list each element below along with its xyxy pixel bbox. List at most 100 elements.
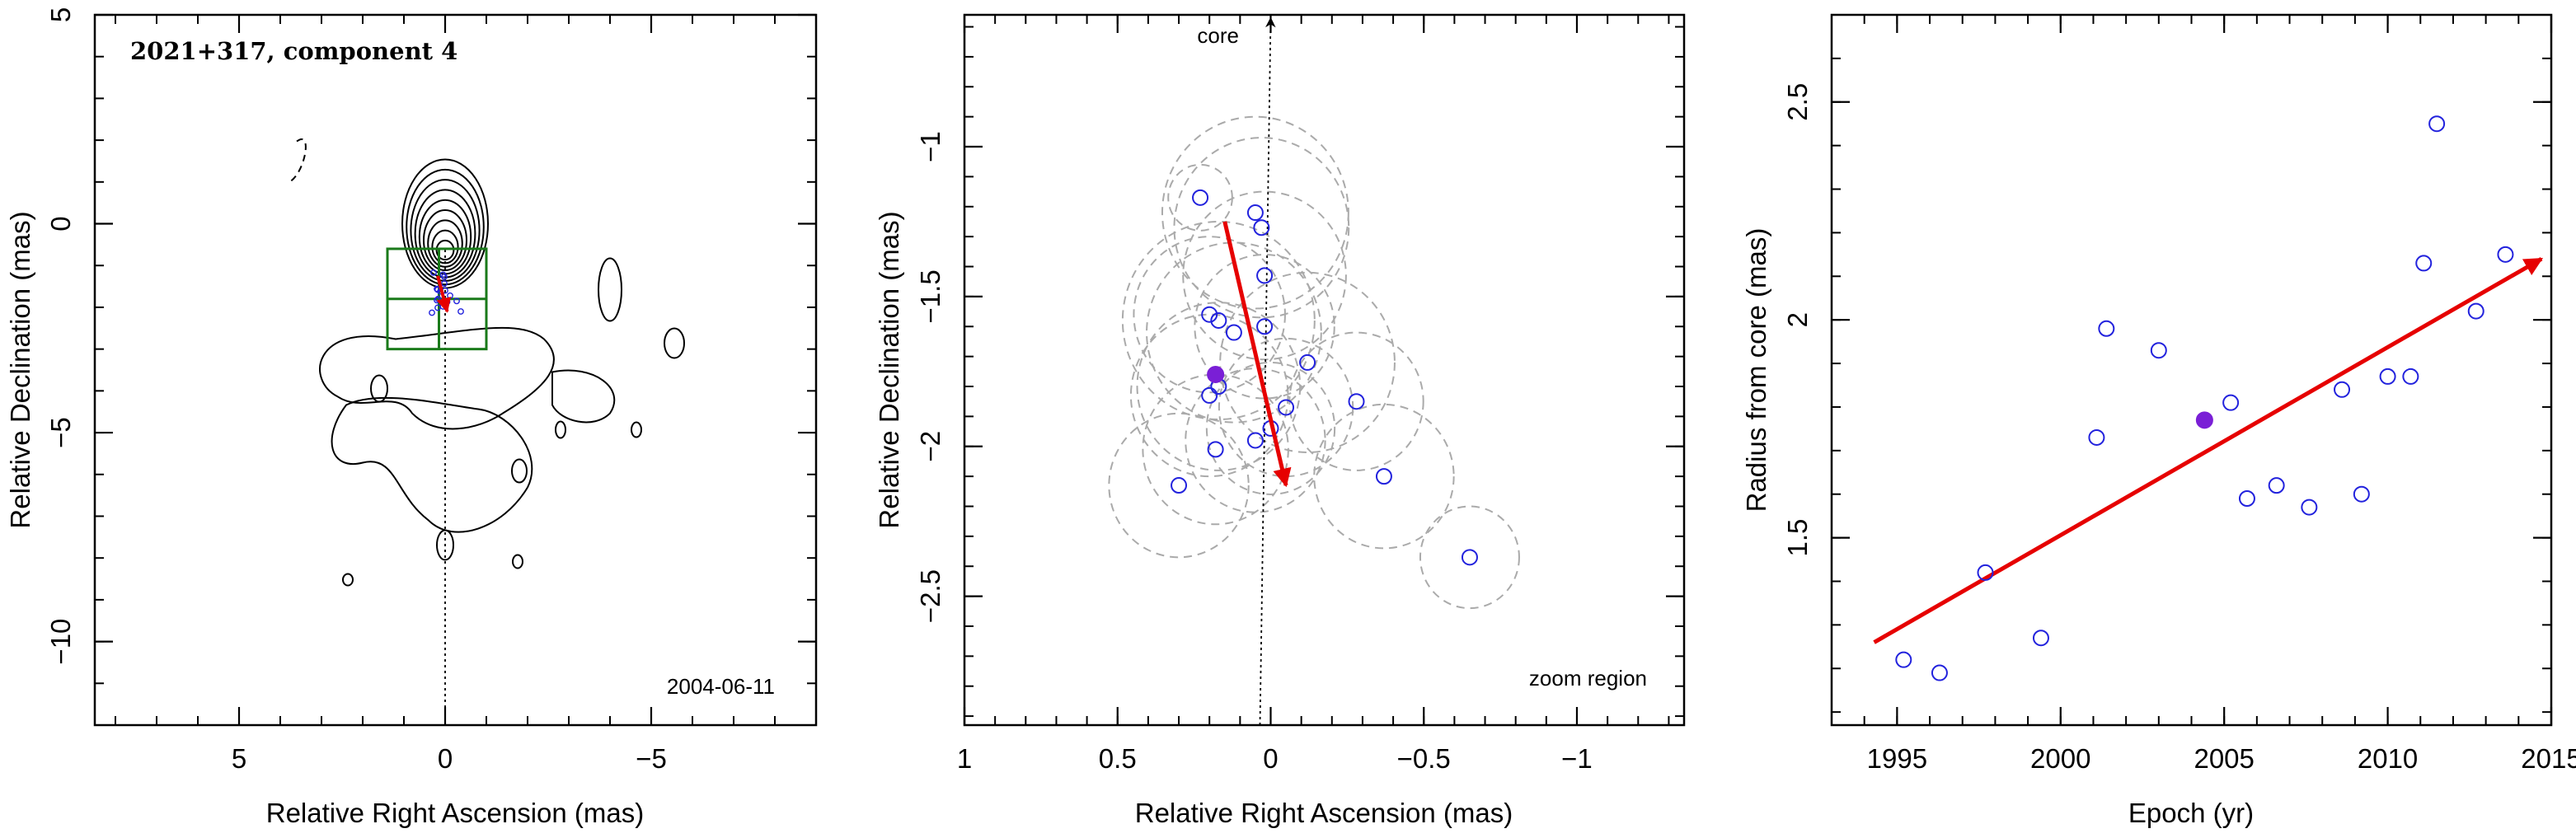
component-point — [447, 292, 453, 299]
contour-panel: 5 0 −5 5 0 −5 −10 2021+317, component 4 2004-0… — [5, 7, 818, 828]
component-point — [1299, 353, 1316, 371]
data-point — [2415, 255, 2433, 272]
plot-frame — [963, 13, 1686, 727]
chart-title: 2021+317, component 4 — [130, 37, 457, 65]
uncertainty-ellipse — [1108, 412, 1250, 559]
core-direction-line — [1259, 16, 1276, 726]
contour-line — [664, 327, 685, 359]
data-point — [2353, 485, 2370, 503]
uncertainty-ellipse — [1313, 403, 1455, 550]
uncertainty-ellipse — [1173, 137, 1350, 319]
zoom-region-label: zoom region — [1529, 666, 1647, 691]
data-point — [2238, 490, 2255, 508]
uncertainty-ellipse — [1288, 331, 1424, 471]
y-tick-label: −2 — [915, 431, 945, 462]
component-point — [1210, 311, 1227, 329]
y-tick-label: −1 — [915, 131, 945, 162]
data-point — [2150, 342, 2167, 359]
trend-arrow — [1873, 256, 2544, 644]
y-tick-label: −10 — [45, 619, 76, 665]
data-point — [2032, 630, 2049, 647]
y-axis-label: Relative Declination (mas) — [874, 211, 904, 528]
motion-arrow — [1222, 221, 1292, 488]
data-point — [2428, 115, 2446, 133]
negative-contour — [288, 138, 307, 184]
uncertainty-ellipse — [1182, 190, 1347, 361]
x-tick-label: 0 — [1263, 743, 1278, 774]
y-tick-label: −5 — [45, 417, 76, 448]
data-point — [2098, 320, 2115, 337]
x-tick-label: 5 — [232, 743, 246, 774]
uncertainty-ellipse — [1219, 271, 1396, 454]
data-point — [2088, 428, 2105, 446]
x-tick-label: −0.5 — [1397, 743, 1451, 774]
component-point — [1461, 549, 1478, 566]
component-point — [1256, 267, 1274, 284]
uncertainty-ellipse — [1205, 361, 1336, 495]
y-axis-label: Relative Declination (mas) — [5, 211, 35, 528]
component-point — [1348, 393, 1365, 410]
data-point — [2402, 368, 2419, 385]
component-point — [1256, 318, 1274, 335]
x-axis-label: Epoch (yr) — [2128, 798, 2254, 828]
x-tick-label: 0.5 — [1099, 743, 1137, 774]
uncertainty-ellipse — [1185, 368, 1326, 513]
component-point — [430, 269, 437, 276]
y-tick-label: −2.5 — [915, 569, 945, 623]
contour-line — [319, 326, 555, 430]
component-point — [1375, 468, 1392, 485]
x-axis-label: Relative Right Ascension (mas) — [266, 798, 645, 828]
plot-frame — [93, 13, 818, 727]
y-tick-label: 0 — [45, 216, 76, 231]
data-point — [2222, 394, 2240, 411]
contour-line — [427, 219, 463, 268]
contour-line — [342, 573, 354, 587]
data-point — [2268, 477, 2285, 494]
uncertainty-ellipse — [1161, 115, 1349, 310]
x-tick-label: −5 — [636, 743, 667, 774]
uncertainty-ellipses — [1108, 115, 1520, 610]
y-tick-label: 2.5 — [1782, 83, 1813, 121]
y-tick-label: 5 — [45, 7, 76, 22]
core-label: core — [1197, 23, 1239, 48]
uncertainty-ellipse — [1133, 236, 1286, 394]
contour-line — [511, 458, 528, 484]
data-point — [1895, 651, 1912, 668]
y-tick-label: 1.5 — [1782, 519, 1813, 557]
component-point — [1278, 399, 1295, 416]
uncertainty-ellipse — [1419, 505, 1520, 610]
uncertainty-ellipse — [1121, 220, 1316, 421]
x-tick-label: 2000 — [2030, 743, 2090, 774]
zoom-panel: 1 0.5 0 −0.5 −1 −1 −1.5 −2 −2.5 core zoom region… — [874, 13, 1686, 828]
component-point — [457, 308, 464, 315]
contour-line — [631, 421, 642, 438]
uncertainty-ellipse — [1136, 302, 1302, 471]
x-tick-label: 1995 — [1867, 743, 1927, 774]
data-point — [1977, 564, 1994, 581]
contour-line — [370, 374, 388, 403]
data-point — [2334, 381, 2351, 398]
component-point — [1253, 219, 1270, 236]
contour-line — [512, 554, 523, 569]
current-epoch-point — [2195, 411, 2213, 429]
current-epoch-point — [1207, 365, 1225, 383]
x-tick-label: 1 — [957, 743, 972, 774]
uncertainty-ellipse — [1142, 373, 1289, 526]
component-point — [1225, 324, 1242, 341]
component-point — [1201, 306, 1218, 323]
component-point — [1246, 432, 1264, 449]
contour-line — [598, 257, 622, 322]
contour-line — [551, 369, 616, 424]
component-point — [1246, 204, 1264, 222]
component-point — [1192, 189, 1209, 206]
uncertainty-ellipse — [1218, 337, 1354, 478]
contour-line — [431, 229, 459, 265]
contour-line — [555, 420, 566, 439]
x-tick-label: 2010 — [2358, 743, 2418, 774]
uncertainty-ellipse — [1194, 253, 1335, 400]
radius-epoch-panel: 1995 2000 2005 2010 2015 1.5 2 2.5 Epoch (yr) R… — [1741, 13, 2576, 828]
epoch-label: 2004-06-11 — [667, 674, 775, 699]
uncertainty-ellipse — [1146, 241, 1322, 424]
x-tick-label: 0 — [438, 743, 453, 774]
